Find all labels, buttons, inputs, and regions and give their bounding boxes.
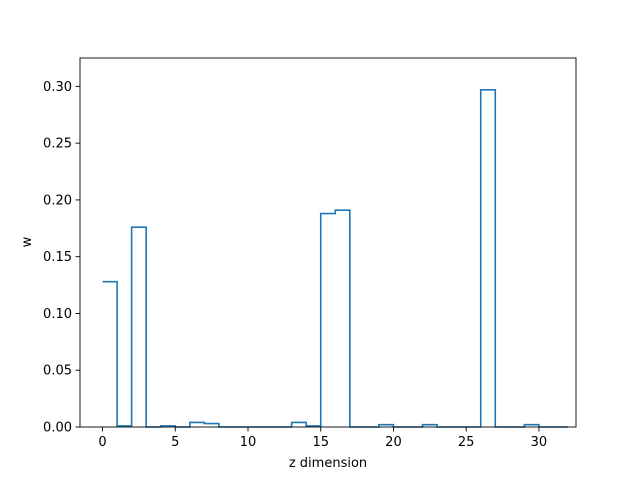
plot-frame bbox=[79, 57, 577, 428]
y-tick-label: 0.25 bbox=[43, 137, 72, 152]
y-tick-label: 0.20 bbox=[43, 193, 72, 208]
y-tick-label: 0.30 bbox=[43, 80, 72, 95]
y-tick-label: 0.15 bbox=[43, 250, 72, 265]
x-tick-label: 20 bbox=[385, 435, 402, 450]
y-tick-label: 0.05 bbox=[43, 364, 72, 379]
y-axis-ticks: 0.00 0.05 0.10 0.15 0.20 0.25 0.30 bbox=[43, 80, 80, 436]
x-tick-label: 5 bbox=[171, 435, 179, 450]
x-axis-label: z dimension bbox=[289, 456, 367, 471]
y-tick-label: 0.10 bbox=[43, 307, 72, 322]
x-tick-label: 25 bbox=[458, 435, 475, 450]
x-tick-label: 10 bbox=[240, 435, 257, 450]
x-tick-label: 0 bbox=[98, 435, 106, 450]
x-tick-label: 30 bbox=[531, 435, 548, 450]
x-axis-ticks: 0 5 10 15 20 25 30 bbox=[98, 427, 547, 450]
histogram-step-line bbox=[102, 88, 568, 428]
plot-background bbox=[80, 58, 576, 427]
y-axis-label: w bbox=[20, 236, 35, 247]
y-tick-label: 0.00 bbox=[43, 421, 72, 436]
x-tick-label: 15 bbox=[312, 435, 329, 450]
